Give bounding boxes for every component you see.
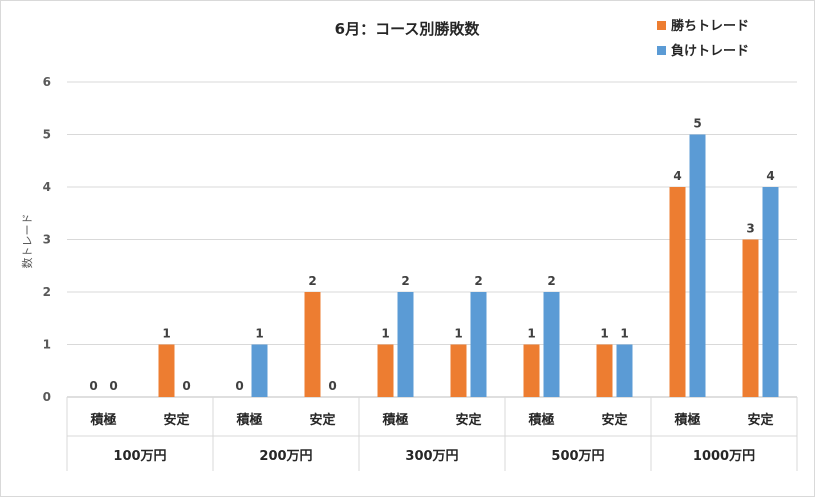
y-tick-label: 1	[43, 338, 51, 352]
legend-label: 負けトレード	[671, 43, 749, 59]
bar	[450, 344, 467, 397]
x-subcategory-label: 積極	[381, 412, 408, 428]
bar	[158, 344, 175, 397]
bar	[377, 344, 394, 397]
data-label: 5	[693, 117, 701, 131]
y-tick-label: 4	[43, 180, 51, 194]
y-tick-label: 5	[43, 128, 51, 142]
x-subcategory-label: 積極	[527, 412, 554, 428]
data-label: 0	[109, 379, 117, 393]
bar	[523, 344, 540, 397]
bar	[669, 187, 686, 397]
y-tick-label: 2	[43, 285, 51, 299]
gridlines	[67, 81, 797, 345]
data-label: 2	[308, 274, 316, 288]
legend-swatch	[657, 21, 666, 30]
bar	[397, 292, 414, 397]
bar	[616, 344, 633, 397]
data-label: 1	[620, 327, 628, 341]
x-subcategory-label: 積極	[235, 412, 262, 428]
data-label: 0	[182, 379, 190, 393]
legend-swatch	[657, 46, 666, 55]
data-label: 1	[162, 327, 170, 341]
data-label: 1	[527, 327, 535, 341]
bars	[158, 134, 779, 397]
x-group-label: 300万円	[405, 449, 458, 464]
data-label: 1	[381, 327, 389, 341]
bar	[762, 187, 779, 397]
bar	[470, 292, 487, 397]
data-label: 2	[547, 274, 555, 288]
data-label: 4	[766, 169, 774, 183]
y-tick-label: 6	[43, 75, 51, 89]
data-label: 0	[89, 379, 97, 393]
data-label: 3	[746, 222, 754, 236]
x-subcategory-label: 積極	[673, 412, 700, 428]
bar	[596, 344, 613, 397]
x-subcategory-label: 積極	[89, 412, 116, 428]
bar	[251, 344, 268, 397]
x-subcategory-label: 安定	[747, 412, 773, 428]
bar	[543, 292, 560, 397]
data-label: 2	[474, 274, 482, 288]
x-group-label: 1000万円	[693, 449, 755, 464]
data-label: 1	[600, 327, 608, 341]
bar	[304, 292, 321, 397]
data-label: 2	[401, 274, 409, 288]
data-label: 1	[454, 327, 462, 341]
x-subcategory-label: 安定	[601, 412, 627, 428]
x-group-label: 200万円	[259, 449, 312, 464]
data-label: 0	[328, 379, 336, 393]
bar	[689, 134, 706, 397]
legend-label: 勝ちトレード	[671, 18, 749, 34]
x-subcategory-label: 安定	[309, 412, 335, 428]
data-label: 1	[255, 327, 263, 341]
data-label: 4	[673, 169, 681, 183]
x-subcategory-label: 安定	[455, 412, 481, 428]
y-tick-label: 3	[43, 233, 51, 247]
y-axis-label: 数トレード	[21, 214, 34, 269]
data-label: 0	[235, 379, 243, 393]
y-tick-label: 0	[43, 390, 51, 404]
x-group-label: 100万円	[113, 449, 166, 464]
x-subcategory-label: 安定	[163, 412, 189, 428]
x-group-label: 500万円	[551, 449, 604, 464]
chart-title: 6月：コース別勝敗数	[335, 20, 481, 38]
bar	[742, 239, 759, 397]
